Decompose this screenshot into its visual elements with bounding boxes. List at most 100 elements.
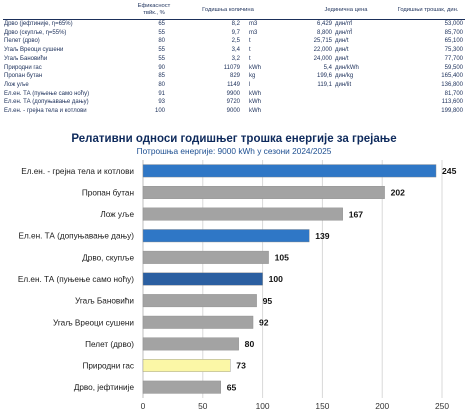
cell-eff: 80 — [158, 38, 165, 45]
cell-unit: kWh — [249, 99, 261, 106]
header-annual-quantity: Годишња количина — [202, 7, 254, 13]
cell-name: Ел.ен. ТА (пуњење само ноћу) — [4, 90, 90, 97]
bar — [142, 359, 231, 372]
cell-total: 85,700 — [444, 29, 463, 36]
cell-eff: 90 — [158, 64, 165, 71]
cell-eff: 80 — [158, 81, 165, 88]
cell-unit: t — [249, 55, 251, 62]
value-label: 245 — [442, 166, 457, 176]
cell-price: 8,800 — [316, 29, 332, 36]
category-label: Дрво, скупље — [82, 253, 134, 262]
header-unit-price: Јединична цена — [324, 7, 368, 13]
cell-punit: дин/kg — [335, 73, 354, 80]
bar — [142, 294, 257, 308]
value-label: 105 — [275, 253, 290, 263]
table-row: Ел.ен. ТА (допуњавање дању) 93 9720 kWh 113,… — [0, 98, 468, 106]
cell-name: Угаљ Бановићи — [4, 55, 48, 62]
cell-price: 24,000 — [313, 55, 332, 62]
x-tick-label: 100 — [256, 401, 270, 411]
cell-eff: 100 — [154, 108, 165, 114]
cell-qty: 2,5 — [231, 38, 240, 45]
chart-subtitle: Потрошња енергије: 9000 kWh у сезони 202… — [136, 146, 332, 156]
category-label: Пелет (дрво) — [85, 340, 134, 349]
value-label: 80 — [245, 339, 255, 349]
cell-punit: дин/t — [335, 55, 349, 62]
header-divider — [3, 19, 465, 20]
header-annual-cost: Годишњи трошак, дин. — [397, 7, 459, 13]
cell-eff: 91 — [158, 90, 165, 97]
x-tick-label: 150 — [315, 401, 329, 411]
cell-total: 59,500 — [444, 64, 463, 71]
cell-name: Пропан бутан — [4, 73, 43, 80]
x-tick-label: 0 — [141, 401, 146, 411]
cell-price: 5,4 — [323, 64, 332, 71]
value-label: 92 — [259, 317, 269, 327]
cell-name: Ел.ен. ТА (допуњавање дању) — [4, 99, 89, 106]
cell-unit: m3 — [249, 21, 258, 27]
value-label: 202 — [391, 188, 406, 198]
cell-name: Природни гас — [4, 64, 42, 71]
table-row: Пропан бутан 85 829 kg 199,6 дин/kg 165,400 — [0, 72, 468, 80]
cell-qty: 1149 — [227, 81, 240, 88]
cell-total: 65,100 — [444, 38, 463, 45]
table-row: Пелет (дрво) 80 2,5 t 25,715 дин/t 65,100 — [0, 37, 468, 45]
cell-unit: kWh — [249, 64, 261, 71]
table-row: Лож уље 80 1149 l 119,1 дин/lit 136,800 — [0, 81, 468, 89]
cell-punit: дин/lit — [335, 81, 352, 88]
bar — [142, 272, 263, 286]
cell-qty: 9720 — [226, 99, 240, 106]
cell-name: Пелет (дрво) — [4, 38, 40, 45]
cell-name: Ел.ен. - грејна тела и котлови — [4, 108, 87, 114]
x-tick-label: 250 — [435, 401, 449, 411]
cell-name: Дрво (скупље, η=55%) — [4, 29, 67, 36]
x-tick-label: 50 — [198, 401, 208, 411]
category-label: Лож уље — [100, 210, 134, 219]
category-label: Природни гас — [82, 362, 134, 371]
cell-total: 136,800 — [441, 81, 463, 88]
cell-total: 53,000 — [444, 21, 463, 27]
cell-price: 199,6 — [316, 73, 332, 80]
cell-punit: дин/m — [335, 29, 352, 36]
cell-name: Дрво (јефтиније, η=65%) — [4, 21, 73, 27]
category-label: Ел.ен. - грејна тела и котлови — [21, 167, 134, 176]
cell-qty: 9,7 — [231, 29, 240, 36]
category-label: Пропан бутан — [82, 188, 134, 197]
bar — [142, 229, 310, 243]
cell-total: 199,800 — [441, 108, 463, 114]
header-efficiency: Ефикасност твйк., % — [137, 3, 171, 16]
cell-punit: дин/kWh — [335, 64, 359, 71]
bar — [142, 315, 254, 329]
table-row: Угаљ Вреоци сушени 55 3,4 t 22,000 дин/t 75,30… — [0, 46, 468, 54]
table-row: Угаљ Бановићи 55 3,2 t 24,000 дин/t 77,700 — [0, 55, 468, 63]
cell-qty: 3,4 — [231, 47, 240, 54]
cell-total: 75,300 — [444, 47, 463, 54]
table-row: Дрво (скупље, η=55%) 55 9,7 m3 8,800 дин/m 3 85… — [4, 26, 463, 36]
bar — [142, 186, 385, 199]
value-label: 100 — [269, 274, 284, 284]
cell-total: 113,600 — [441, 99, 463, 106]
cell-qty: 9000 — [226, 108, 240, 114]
cell-eff: 85 — [158, 73, 165, 80]
x-tick-label: 200 — [375, 401, 389, 411]
table-row: Природни гас 90 11079 kWh 5,4 дин/kWh 59,500 — [0, 64, 468, 72]
category-label: Дрво, јефтиније — [74, 383, 135, 392]
cell-name: Лож уље — [4, 81, 29, 88]
table-row: Ел.ен. ТА (пуњење само ноћу) 91 9900 kWh 81,… — [0, 90, 468, 98]
bar — [142, 250, 269, 264]
value-label: 167 — [349, 209, 364, 219]
table-row: Ел.ен. - грејна тела и котлови 100 9000 kWh… — [0, 107, 468, 115]
bar — [142, 337, 239, 351]
cell-total: 81,700 — [444, 90, 463, 97]
bar — [142, 207, 343, 221]
cell-qty: 8,2 — [231, 21, 240, 27]
value-label: 139 — [315, 231, 330, 241]
cell-unit: l — [249, 81, 251, 88]
value-label: 73 — [236, 361, 246, 371]
value-label: 65 — [227, 382, 237, 392]
category-label: Ел.ен. ТА (допуњавање дању) — [19, 232, 135, 241]
bar — [142, 380, 221, 394]
value-label: 95 — [263, 296, 273, 306]
cell-qty: 829 — [229, 73, 240, 80]
